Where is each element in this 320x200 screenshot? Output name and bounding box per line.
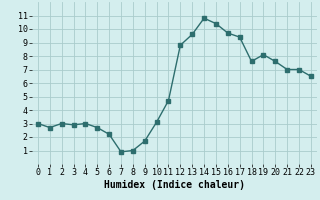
X-axis label: Humidex (Indice chaleur): Humidex (Indice chaleur): [104, 180, 245, 190]
